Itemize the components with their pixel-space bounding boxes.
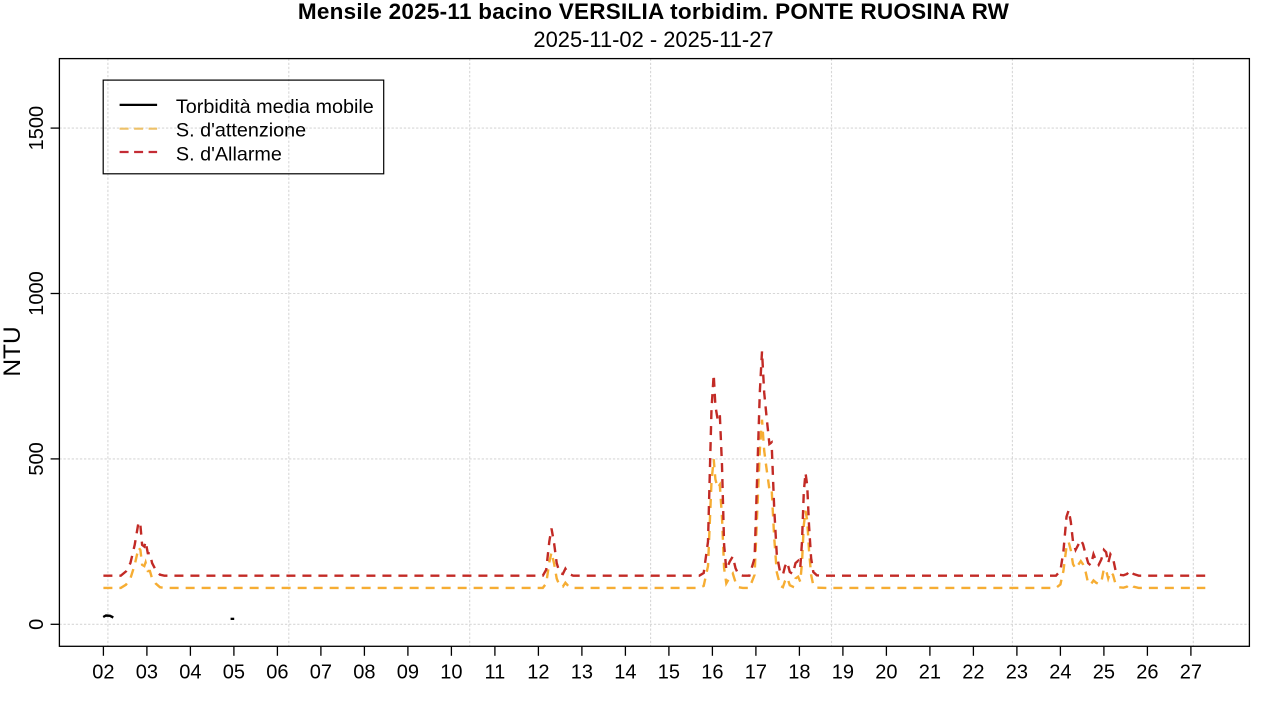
svg-text:0: 0 [26, 619, 48, 630]
svg-text:15: 15 [658, 661, 680, 683]
svg-text:NTU: NTU [0, 326, 26, 376]
svg-text:10: 10 [440, 661, 462, 683]
svg-text:03: 03 [136, 661, 158, 683]
svg-text:20: 20 [875, 661, 897, 683]
svg-text:1000: 1000 [26, 271, 48, 316]
svg-text:Torbidità media mobile: Torbidità media mobile [176, 96, 374, 118]
svg-text:27: 27 [1180, 661, 1202, 683]
svg-text:13: 13 [571, 661, 593, 683]
svg-text:26: 26 [1136, 661, 1158, 683]
svg-text:22: 22 [962, 661, 984, 683]
svg-text:12: 12 [527, 661, 549, 683]
svg-text:11: 11 [485, 661, 506, 683]
svg-text:500: 500 [26, 442, 48, 475]
svg-text:06: 06 [266, 661, 288, 683]
svg-text:19: 19 [832, 661, 854, 683]
svg-text:16: 16 [701, 661, 723, 683]
svg-text:1500: 1500 [26, 106, 48, 151]
svg-text:2025-11-02 - 2025-11-27: 2025-11-02 - 2025-11-27 [533, 27, 773, 52]
svg-text:24: 24 [1049, 661, 1071, 683]
svg-text:14: 14 [614, 661, 636, 683]
svg-text:25: 25 [1093, 661, 1115, 683]
svg-text:23: 23 [1006, 661, 1028, 683]
svg-text:07: 07 [310, 661, 332, 683]
svg-text:21: 21 [919, 661, 941, 683]
svg-text:05: 05 [223, 661, 245, 683]
svg-text:Mensile 2025-11 bacino VERSILI: Mensile 2025-11 bacino VERSILIA torbidim… [298, 0, 1010, 24]
svg-text:17: 17 [745, 661, 767, 683]
svg-text:08: 08 [353, 661, 375, 683]
svg-text:09: 09 [397, 661, 419, 683]
svg-text:02: 02 [92, 661, 114, 683]
svg-text:S. d'attenzione: S. d'attenzione [176, 120, 306, 142]
svg-text:04: 04 [179, 661, 201, 683]
svg-text:18: 18 [788, 661, 810, 683]
svg-text:S. d'Allarme: S. d'Allarme [176, 143, 282, 165]
